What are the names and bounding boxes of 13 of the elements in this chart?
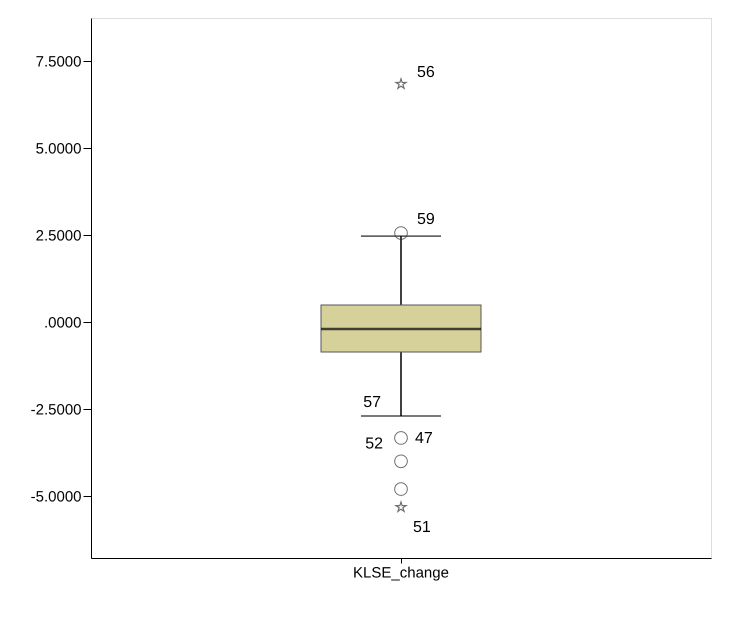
annotation: 56 [417, 64, 435, 82]
annotation: 51 [413, 519, 431, 536]
annotation: 57 [363, 394, 382, 412]
annotation: 47 [415, 430, 433, 447]
annotation: 52 [365, 435, 384, 452]
y-tick-label: -5.0000 [30, 488, 82, 506]
y-tick-label: -2.5000 [30, 402, 82, 419]
y-tick-label: 7.5000 [36, 54, 82, 71]
annotation: 59 [417, 211, 435, 228]
y-tick-label: 2.5000 [36, 228, 82, 245]
y-tick-label: .0000 [44, 314, 82, 332]
x-tick-label: KLSE_change [353, 564, 449, 582]
y-tick-label: 5.0000 [36, 140, 82, 158]
